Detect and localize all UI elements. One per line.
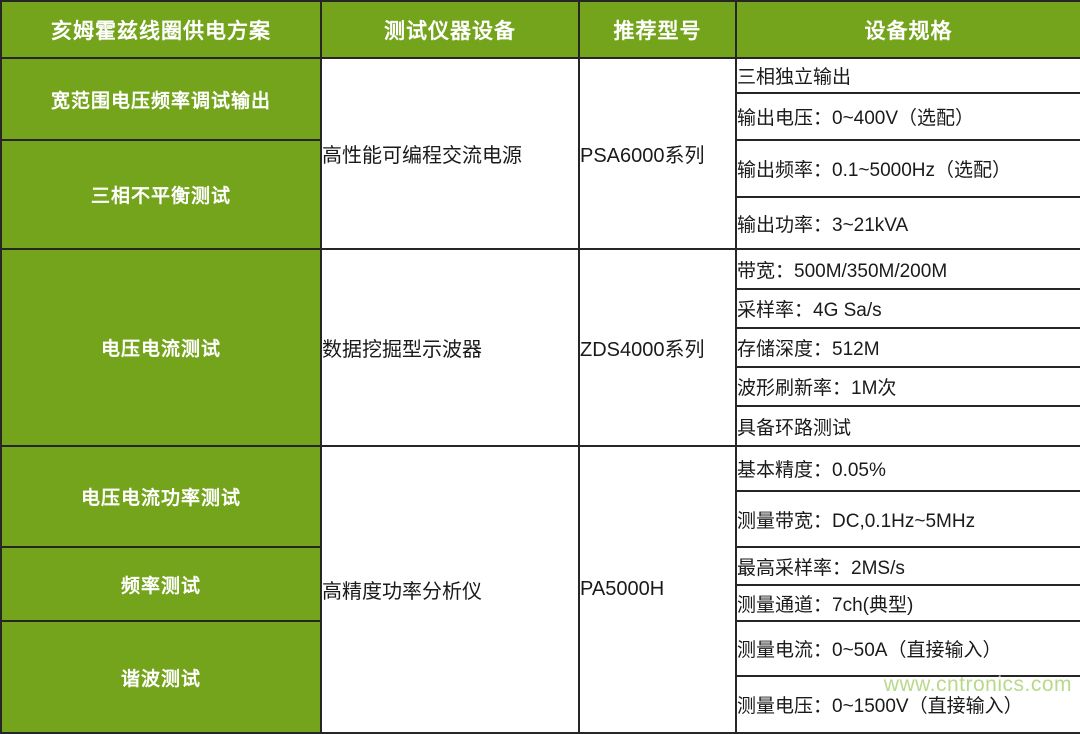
spec-cell: 测量电压：0~1500V（直接输入）	[735, 675, 1080, 734]
instrument-cell-power-analyzer: 高精度功率分析仪	[320, 445, 580, 734]
header-cell-spec: 设备规格	[735, 0, 1080, 59]
table-row: 电压电流功率测试 高精度功率分析仪 PA5000H 基本精度：0.05%	[0, 445, 1080, 734]
table-row: 输出电压：0~400V（选配）	[1, 92, 1080, 141]
scenario-cell-wide-range-output: 宽范围电压频率调试输出	[0, 57, 322, 141]
spec-cell: 带宽：500M/350M/200M	[735, 248, 1080, 290]
table-row: 三相不平衡测试 输出频率：0.1~5000Hz（选配）	[0, 139, 1080, 250]
spec-cell: 具备环路测试	[735, 405, 1080, 447]
spec-cell: 三相独立输出	[735, 57, 1080, 94]
table-row: 宽范围电压频率调试输出 高性能可编程交流电源 PSA6000系列 三相独立输出	[0, 57, 1080, 250]
table-row: 具备环路测试	[1, 405, 1080, 447]
table-row: 波形刷新率：1M次	[1, 366, 1080, 407]
table-row: 电压电流测试 数据挖掘型示波器 ZDS4000系列 带宽：500M/350M/2…	[0, 248, 1080, 447]
instrument-cell-ac-source: 高性能可编程交流电源	[320, 57, 580, 250]
spec-cell: 测量通道：7ch(典型)	[735, 584, 1080, 622]
table-row: 输出功率：3~21kVA	[1, 196, 1080, 250]
scenario-cell-three-phase-unbalance: 三相不平衡测试	[0, 139, 322, 250]
model-cell-pa5000h: PA5000H	[578, 445, 737, 734]
spec-cell: 测量带宽：DC,0.1Hz~5MHz	[735, 490, 1080, 548]
scenario-cell-frequency-test: 频率测试	[0, 546, 322, 622]
scenario-cell-voltage-current-power-test: 电压电流功率测试	[0, 445, 322, 548]
table-row: 测量带宽：DC,0.1Hz~5MHz	[1, 490, 1080, 548]
spec-cell: 采样率：4G Sa/s	[735, 288, 1080, 329]
header-cell-instrument: 测试仪器设备	[320, 0, 580, 59]
spec-cell: 存储深度：512M	[735, 327, 1080, 368]
header-cell-solution: 亥姆霍兹线圈供电方案	[0, 0, 322, 59]
model-cell-zds4000: ZDS4000系列	[578, 248, 737, 447]
spec-cell: 输出功率：3~21kVA	[735, 196, 1080, 250]
instrument-cell-oscilloscope: 数据挖掘型示波器	[320, 248, 580, 447]
table-row: 频率测试 最高采样率：2MS/s	[0, 546, 1080, 622]
spec-cell: 波形刷新率：1M次	[735, 366, 1080, 407]
table-row: 测量通道：7ch(典型)	[1, 584, 1080, 622]
table-row: 存储深度：512M	[1, 327, 1080, 368]
scenario-cell-voltage-current-test: 电压电流测试	[0, 248, 322, 447]
spec-cell: 测量电流：0~50A（直接输入）	[735, 620, 1080, 677]
model-cell-psa6000: PSA6000系列	[578, 57, 737, 250]
header-cell-model: 推荐型号	[578, 0, 737, 59]
spec-cell: 基本精度：0.05%	[735, 445, 1080, 492]
spec-cell: 输出频率：0.1~5000Hz（选配）	[735, 139, 1080, 198]
table-header-row: 亥姆霍兹线圈供电方案 测试仪器设备 推荐型号 设备规格	[0, 0, 1080, 59]
scenario-cell-harmonic-test: 谐波测试	[0, 620, 322, 734]
spec-cell: 输出电压：0~400V（选配）	[735, 92, 1080, 141]
table-row: 采样率：4G Sa/s	[1, 288, 1080, 329]
spec-cell: 最高采样率：2MS/s	[735, 546, 1080, 586]
